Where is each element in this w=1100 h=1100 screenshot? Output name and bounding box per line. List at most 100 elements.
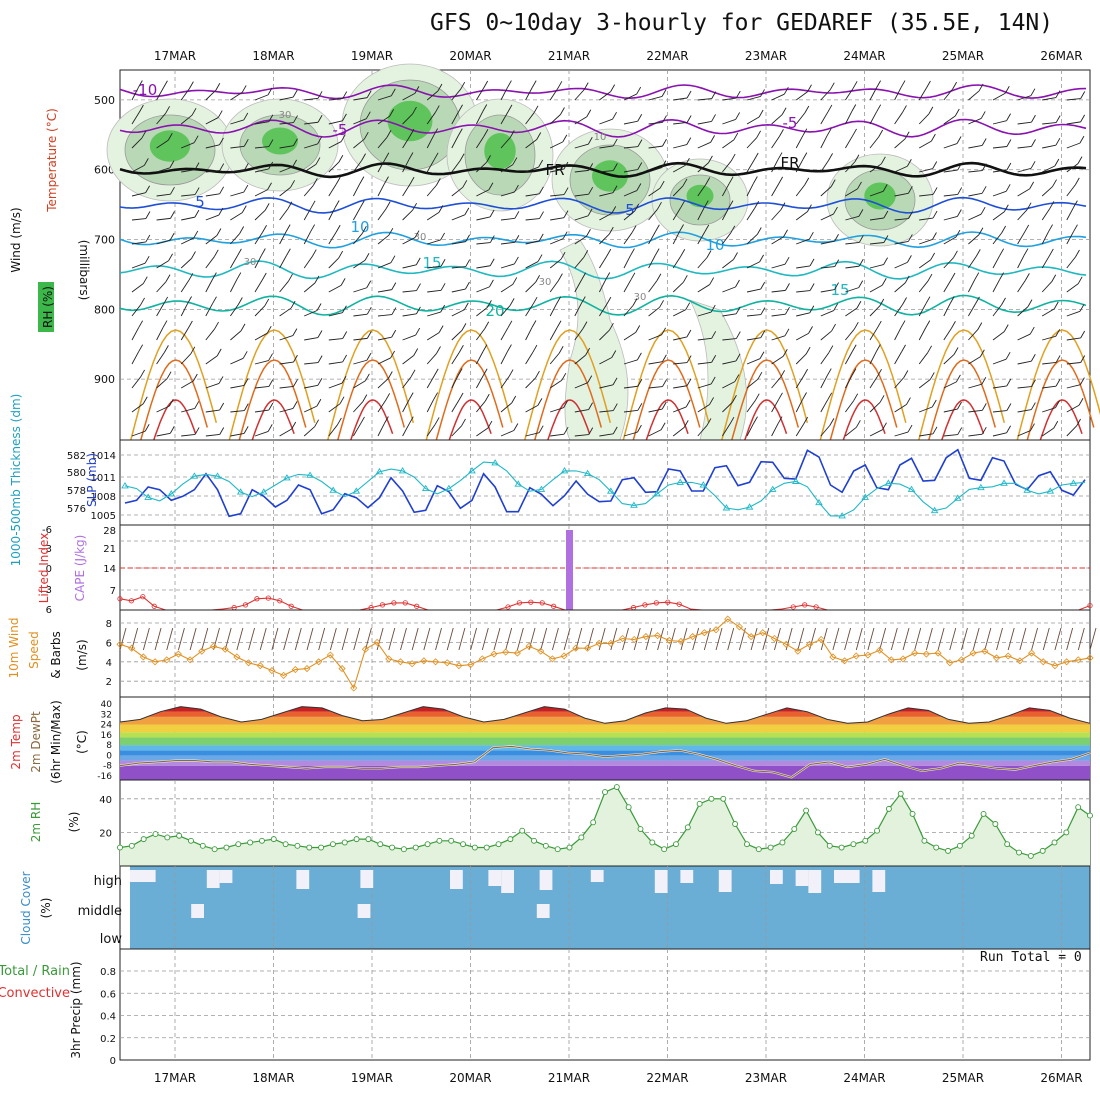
ylabel-slp: SLP (mb) [85,453,99,507]
wind-barb-shaft [377,159,386,173]
wind-barb-flag [906,397,911,405]
wind-barb-shaft [820,111,829,125]
wind-barb-flag [852,128,857,137]
wind-barb-flag [637,162,643,170]
surface-wind-barb [329,627,337,651]
wind-barb-shaft [254,121,269,125]
wind-barb-flag [932,210,938,219]
wind-barb-flag [711,114,716,122]
wind-barb-shaft [746,288,761,293]
wind-barb-flag [853,393,859,401]
wind-barb-flag [266,325,272,334]
wind-barb-flag [1030,161,1036,169]
wind-barb-flag [686,90,692,99]
wind-barb-shaft [205,383,220,389]
wind-barb-flag [1049,201,1055,209]
date-label-top: 22MAR [646,49,688,63]
thickness-marker [375,467,384,475]
surface-wind-barb [142,627,150,651]
wind-barb-shaft [402,399,410,413]
lifted-index-marker [277,598,283,604]
wind-barb-flag [1055,90,1061,98]
wind-barb-flag [977,322,983,330]
wind-barb-shaft [648,167,663,173]
wind-barb-shaft [303,282,316,293]
wind-barb-flag [954,108,960,117]
wind-barb-flag [192,373,198,382]
wind-barb-shaft [992,358,1007,365]
wind-barb-shaft [648,334,662,341]
wind-barb-shaft [500,217,515,221]
wind-barb-flag [141,130,147,139]
wind-barb-flag [514,235,520,243]
wind-barb-flag [218,207,224,216]
wind-barb-shaft [919,194,934,197]
wind-barb-shaft [156,327,164,341]
surface-wind-barb [248,627,255,651]
surface-wind-barb [867,627,875,651]
cloud-middle-gap [536,904,550,918]
wind-barb-flag [756,227,762,235]
wind-barb-shaft [1066,404,1080,413]
wind-barb-flag [760,89,765,97]
surface-wind-barb [493,627,501,651]
surface-wind-barb [879,627,887,651]
wind-barb-shaft [328,98,343,101]
wind-barb-flag [340,134,346,142]
cloud-middle-gap [191,904,204,918]
ylabel-cloud-cover: Cloud Cover [19,871,33,944]
wind-barb-flag [507,344,512,352]
rh-marker [874,827,881,834]
wind-barb-flag [1055,137,1061,146]
lifted-index-marker [653,600,659,606]
wind-barb-flag [216,228,222,236]
wind-barb-flag [216,348,222,357]
wind-barb-flag [538,159,544,168]
wind-barb-shaft [623,359,638,365]
cape-bar [566,530,573,610]
wind-barb-shaft [795,184,806,197]
wind-barb-shaft [377,423,385,437]
surface-wind-barb [750,627,758,651]
wind-barb-shaft [205,328,215,341]
wind-barb-shaft [353,337,368,341]
wind-speed-marker [420,657,428,665]
wind-barb-shaft [968,433,983,437]
wind-barb-shaft [697,383,712,389]
wind-barb-shaft [623,210,636,221]
wind-barb-shaft [279,255,287,269]
wind-barb-flag [710,304,716,313]
wind-barb-flag [974,272,980,280]
wind-barb-shaft [1041,255,1050,269]
rh-marker [223,844,230,851]
wind-barb-flag [857,181,862,190]
date-label-top: 19MAR [351,49,393,63]
date-label-bottom: 18MAR [252,1071,294,1085]
wind-speed-marker [385,655,393,663]
wind-barb-flag [1030,353,1036,362]
isotherm-warm-loop [130,329,218,441]
wind-barb-flag [538,233,544,242]
wind-barb-flag [465,234,471,242]
rh-marker [684,824,691,831]
wind-barb-flag [194,209,200,218]
surface-wind-barb [306,627,314,651]
wind-barb-flag [437,83,443,92]
wind-barb-flag [637,114,643,122]
wind-barb-shaft [648,95,663,101]
wind-barb-shaft [672,231,680,245]
wind-barb-shaft [426,399,435,413]
wind-barb-shaft [377,95,392,101]
wind-barb-shaft [451,309,465,317]
thickness-marker [421,484,430,492]
wind-barb-flag [409,128,415,137]
wind-barb-flag [754,393,760,401]
cloud-level-label: high [94,874,122,889]
wind-barb-flag [802,152,808,160]
wind-barb-flag [461,323,467,331]
wind-barb-shaft [623,305,634,317]
wind-barb-flag [292,328,298,336]
lifted-index-marker [802,602,808,608]
wind-barb-shaft [476,242,491,245]
wind-barb-shaft [402,209,413,221]
